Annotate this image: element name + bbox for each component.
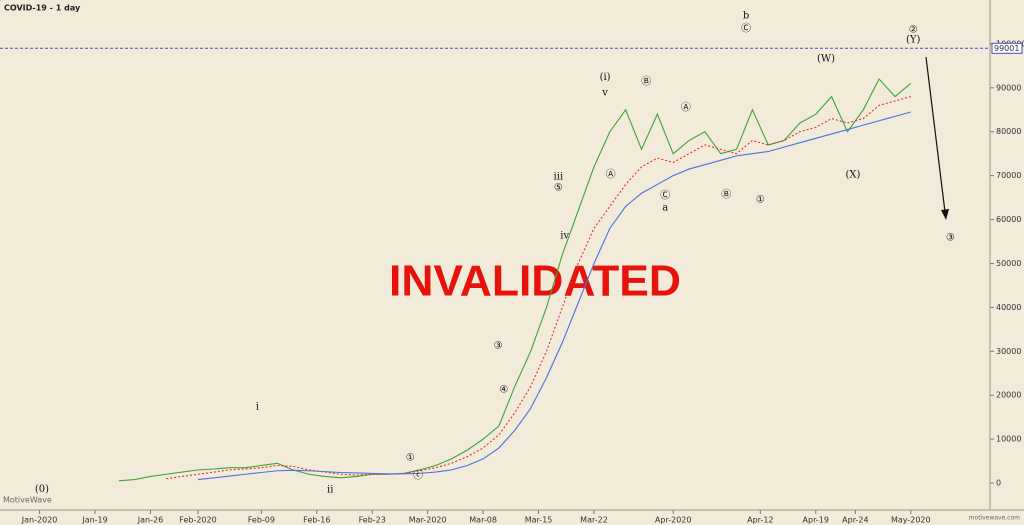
x-tick-label: Feb-2020 — [179, 516, 216, 525]
stamp: INVALIDATED — [389, 257, 681, 306]
reference-label-box — [991, 42, 1023, 54]
x-tick-label: Apr-24 — [842, 516, 868, 525]
wave-label: ⑤ — [554, 182, 563, 193]
wave-label: Ⓑ — [641, 76, 651, 88]
x-tick-label: Mar-2020 — [409, 516, 447, 525]
x-tick-label: May-2020 — [891, 516, 931, 525]
reference-label: 99001 — [994, 44, 1019, 53]
x-tick-label: Apr-12 — [747, 516, 773, 525]
series-line — [166, 96, 911, 480]
y-tick-label: 30000 — [996, 347, 1021, 356]
wave-label: a — [662, 203, 668, 214]
y-tick-label: 40000 — [996, 303, 1021, 312]
x-tick-label: Apr-2020 — [655, 516, 692, 525]
wave-label: ④ — [499, 384, 508, 395]
wave-label: (Y) — [906, 34, 921, 45]
y-tick-label: 90000 — [996, 83, 1021, 92]
y-tick-label: 70000 — [996, 171, 1021, 180]
wave-label: Ⓐ — [606, 168, 616, 180]
source: motivewave.com — [969, 515, 1020, 522]
y-tick-label: 50000 — [996, 259, 1021, 268]
watermark: MotiveWave — [3, 496, 52, 505]
wave-label: (X) — [846, 169, 861, 180]
wave-label: (i) — [600, 72, 611, 83]
wave-label: (W) — [817, 53, 835, 64]
wave-label: ① — [756, 194, 765, 205]
x-tick-label: Apr-19 — [803, 516, 829, 525]
y-tick-label: 60000 — [996, 215, 1021, 224]
x-tick-label: Jan-19 — [81, 516, 107, 525]
wave-label: ① — [406, 453, 415, 464]
y-tick-label: 80000 — [996, 127, 1021, 136]
projection-arrow — [925, 56, 946, 213]
wave-label: iv — [560, 230, 569, 241]
wave-label: Ⓒ — [741, 22, 751, 34]
wave-label: i — [256, 402, 259, 413]
wave-label: ii — [327, 485, 333, 496]
wave-label: ⓒ — [413, 470, 423, 482]
wave-label: ③ — [946, 233, 955, 244]
wave-label: Ⓐ — [681, 102, 691, 114]
wave-label: Ⓒ — [660, 189, 670, 201]
x-tick-label: Mar-22 — [580, 516, 608, 525]
x-tick-label: Jan-2020 — [21, 516, 58, 525]
chart-title: COVID-19 - 1 day — [4, 4, 81, 13]
y-tick-label: 10000 — [996, 435, 1021, 444]
wave-label: (0) — [35, 484, 49, 495]
x-tick-label: Mar-08 — [469, 516, 497, 525]
x-tick-label: Jan-26 — [137, 516, 163, 525]
wave-label: ② — [909, 24, 918, 35]
x-tick-label: Mar-15 — [525, 516, 553, 525]
wave-label: ③ — [494, 341, 503, 352]
y-tick-label: 20000 — [996, 391, 1021, 400]
wave-label: v — [601, 88, 608, 99]
wave-label: iii — [554, 171, 564, 182]
x-tick-label: Feb-09 — [248, 516, 275, 525]
wave-label: b — [743, 10, 749, 21]
y-tick-label: 0 — [996, 479, 1001, 488]
x-tick-label: Feb-23 — [359, 516, 386, 525]
arrow-head — [941, 209, 949, 220]
x-tick-label: Feb-16 — [303, 516, 330, 525]
series-line — [197, 111, 911, 481]
wave-label: Ⓑ — [721, 188, 731, 200]
